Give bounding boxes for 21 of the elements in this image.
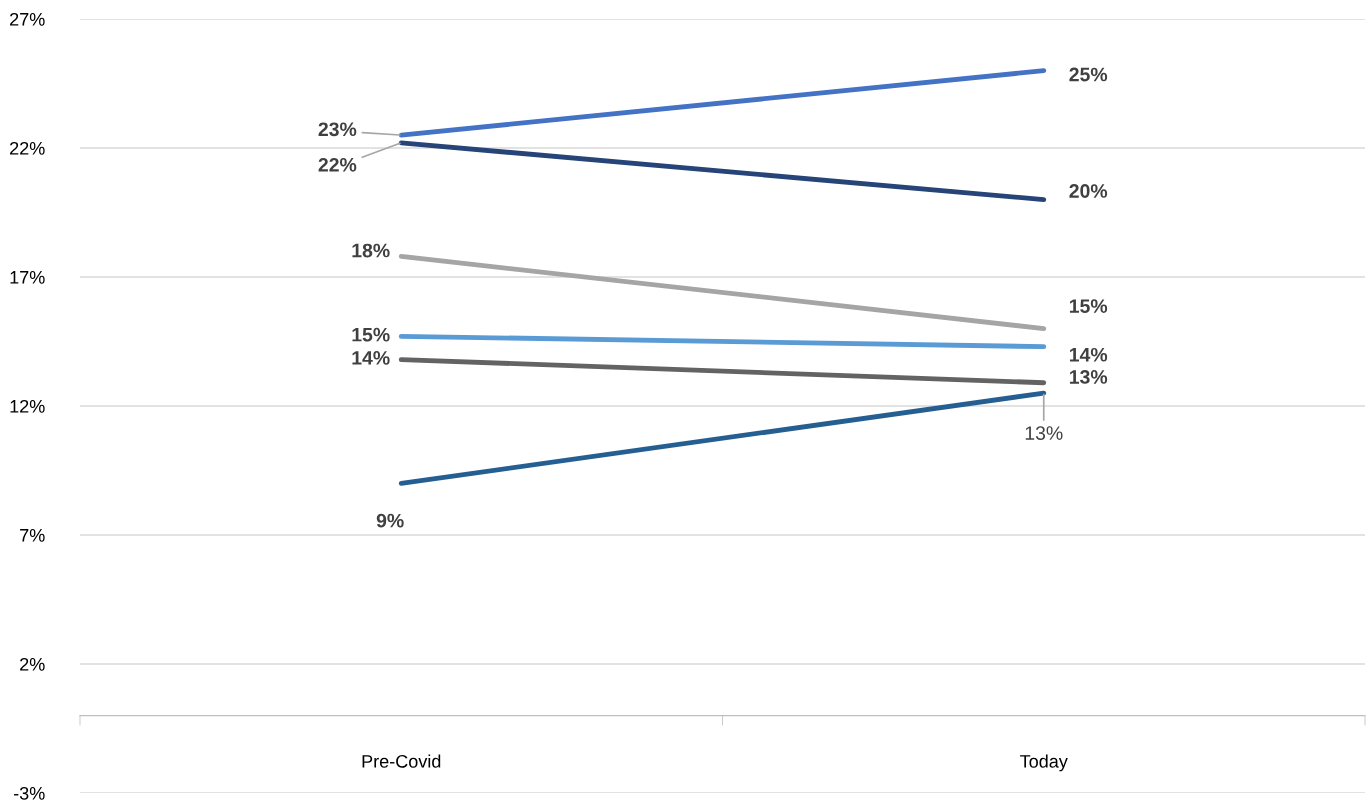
- y-tick-label: -3%: [13, 786, 45, 800]
- y-tick-label: 22%: [10, 141, 45, 155]
- data-label: 9%: [376, 513, 404, 528]
- data-label: 14%: [1069, 347, 1108, 362]
- data-label: 18%: [352, 243, 390, 258]
- data-label: 13%: [1069, 370, 1108, 384]
- y-tick-label: 7%: [20, 529, 45, 542]
- data-label: 15%: [352, 327, 390, 342]
- data-label: 13%: [1025, 426, 1063, 440]
- data-label: 14%: [352, 351, 390, 365]
- y-tick-label: 2%: [20, 657, 45, 671]
- data-label: 25%: [1069, 67, 1108, 82]
- data-label: 15%: [1069, 299, 1108, 313]
- y-tick-label: 12%: [10, 399, 45, 413]
- y-tick-label: 27%: [10, 12, 45, 26]
- data-label: 23%: [318, 122, 357, 137]
- data-label: 22%: [318, 157, 357, 172]
- y-tick-label: 17%: [10, 271, 45, 284]
- x-tick-label: Pre-Covid: [362, 754, 441, 768]
- x-tick-label: Today: [1020, 754, 1068, 772]
- data-label: 20%: [1069, 184, 1108, 198]
